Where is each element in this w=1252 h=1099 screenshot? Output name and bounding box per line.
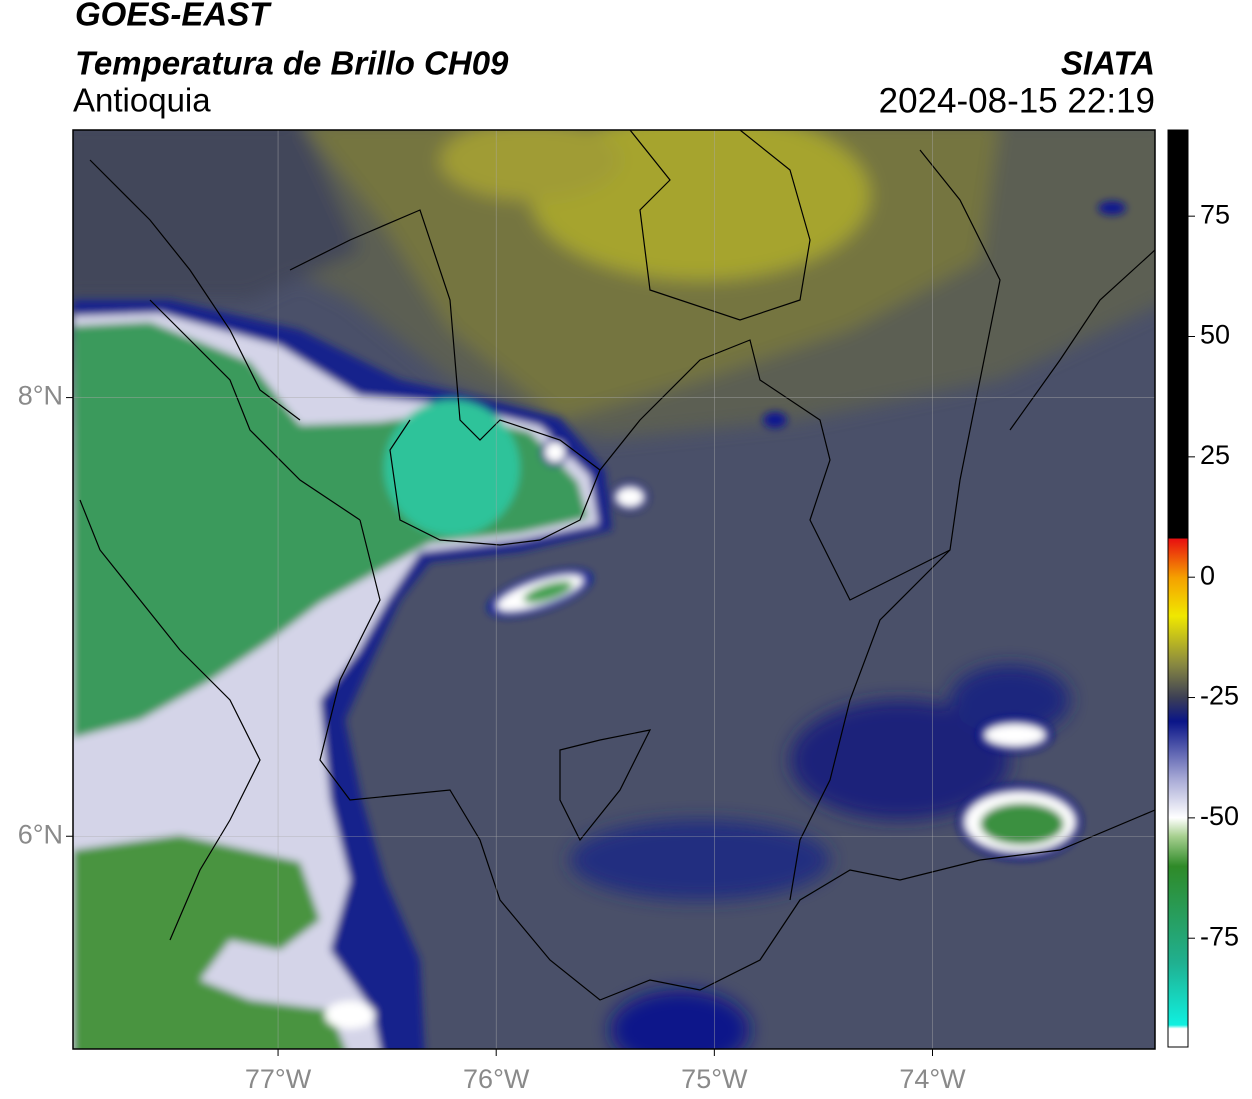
satellite: GOES-EAST — [75, 0, 272, 33]
product: Temperatura de Brillo CH09 — [75, 45, 509, 82]
lat-label: 6°N — [18, 819, 63, 849]
colorbar-label: 25 — [1200, 440, 1230, 470]
colorbar-label: 50 — [1200, 320, 1230, 350]
datetime: 2024-08-15 22:19 — [879, 81, 1155, 120]
colorbar — [1167, 129, 1189, 1048]
region: Antioquia — [73, 82, 211, 119]
lon-label: 76°W — [463, 1064, 530, 1094]
grid — [73, 130, 1155, 1049]
colorbar-label: -50 — [1200, 801, 1239, 831]
colorbar-label: 0 — [1200, 560, 1215, 590]
lon-label: 74°W — [899, 1064, 966, 1094]
colorbar-label: -75 — [1200, 921, 1239, 951]
satellite-image — [73, 130, 1155, 1049]
borders — [79, 130, 1155, 1001]
colorbar-label: 75 — [1200, 199, 1230, 229]
source: SIATA — [1061, 45, 1155, 82]
header: GOES-EAST Temperatura de Brillo CH09 Ant… — [73, 0, 1155, 120]
lon-label: 77°W — [245, 1064, 312, 1094]
lat-label: 8°N — [18, 381, 63, 411]
map-frame — [72, 129, 1156, 1050]
lon-label: 75°W — [681, 1064, 748, 1094]
colorbar-label: -25 — [1200, 681, 1239, 711]
